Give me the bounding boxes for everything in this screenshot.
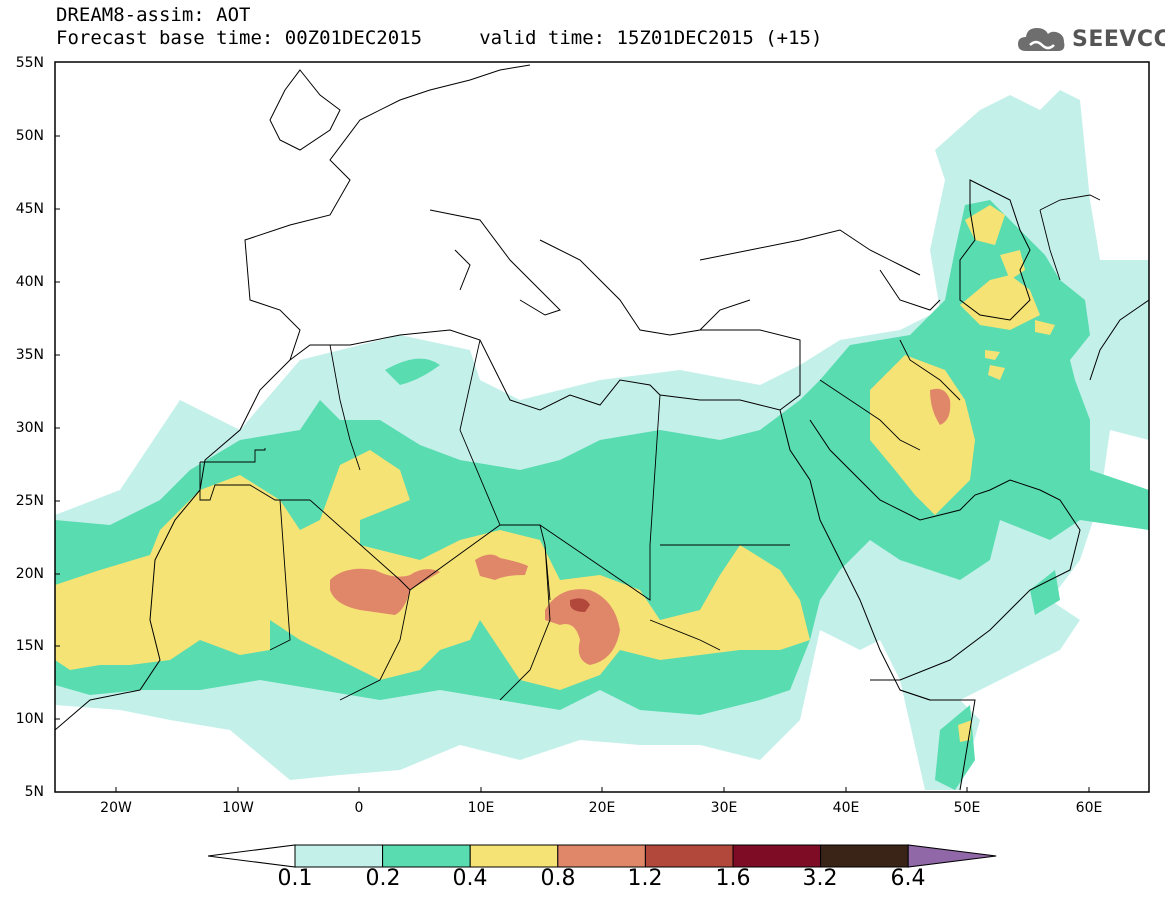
colorbar-label: 0.8 [540, 866, 576, 891]
lat-label: 30N [15, 420, 44, 436]
lon-label: 10E [467, 800, 495, 816]
lat-label: 5N [24, 784, 44, 800]
axis-ticks [55, 135, 1090, 792]
lon-label: 50E [953, 800, 981, 816]
map-frame [54, 61, 1150, 793]
lat-label: 15N [15, 638, 44, 654]
cloud-icon [1018, 28, 1065, 51]
lon-label: 60E [1075, 800, 1103, 816]
lon-label: 10W [222, 800, 254, 816]
chart-title: DREAM8-assim: AOT [56, 4, 251, 26]
colorbar-label: 0.4 [452, 866, 488, 891]
lat-label: 10N [15, 711, 44, 727]
colorbar-label: 6.4 [890, 866, 926, 891]
logo-text: SEEVCCC [1072, 26, 1165, 52]
lat-label: 25N [15, 493, 44, 509]
lon-label: 20E [588, 800, 616, 816]
lon-label: 30E [710, 800, 738, 816]
lat-label: 50N [15, 128, 44, 144]
lat-label: 20N [15, 566, 44, 582]
country-borders [199, 194, 1101, 701]
aot-field [55, 90, 1149, 790]
lon-label: 0 [354, 800, 364, 816]
forecast-time-info: Forecast base time: 00Z01DEC2015 valid t… [56, 27, 823, 49]
lon-label: 40E [832, 800, 860, 816]
colorbar-label: 3.2 [802, 866, 838, 891]
lat-label: 35N [15, 347, 44, 363]
aot-level-0-8 [330, 388, 951, 665]
lon-label: 20W [100, 800, 132, 816]
lat-label: 55N [15, 55, 44, 71]
lat-label: 45N [15, 201, 44, 217]
colorbar-label: 0.1 [277, 866, 313, 891]
seevccc-logo: SEEVCCC [1016, 22, 1165, 56]
coastlines [55, 64, 1149, 791]
colorbar-label: 1.2 [627, 866, 663, 891]
colorbar-label: 1.6 [715, 866, 751, 891]
aot-level-1-2 [570, 598, 590, 612]
lat-label: 40N [15, 274, 44, 290]
colorbar-label: 0.2 [365, 866, 401, 891]
